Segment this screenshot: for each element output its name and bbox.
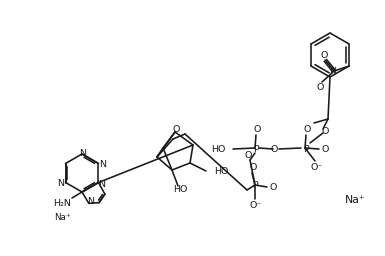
Text: O: O — [321, 127, 329, 136]
Text: O⁻: O⁻ — [311, 164, 323, 173]
Text: HO: HO — [214, 167, 228, 176]
Text: N: N — [98, 180, 105, 189]
Text: Na⁺: Na⁺ — [54, 214, 70, 222]
Text: HO: HO — [173, 186, 187, 195]
Text: O: O — [249, 164, 257, 173]
Text: O: O — [253, 125, 261, 134]
Text: O: O — [270, 183, 277, 191]
Text: O: O — [270, 145, 278, 155]
Text: O⁻: O⁻ — [250, 200, 262, 209]
Text: H₂N: H₂N — [53, 198, 71, 208]
Text: N: N — [99, 160, 106, 169]
Text: N: N — [330, 68, 336, 77]
Text: P: P — [253, 144, 259, 154]
Text: O: O — [316, 82, 324, 91]
Text: Na⁺: Na⁺ — [345, 195, 365, 205]
Text: HO: HO — [211, 144, 225, 154]
Text: O: O — [303, 125, 311, 134]
Text: O: O — [320, 51, 328, 60]
Text: P: P — [252, 182, 258, 190]
Text: N: N — [57, 179, 64, 188]
Text: P: P — [303, 144, 309, 154]
Text: O: O — [172, 124, 180, 133]
Text: N: N — [79, 148, 87, 157]
Text: O: O — [244, 152, 252, 161]
Text: O: O — [321, 144, 329, 154]
Text: N: N — [87, 197, 94, 206]
